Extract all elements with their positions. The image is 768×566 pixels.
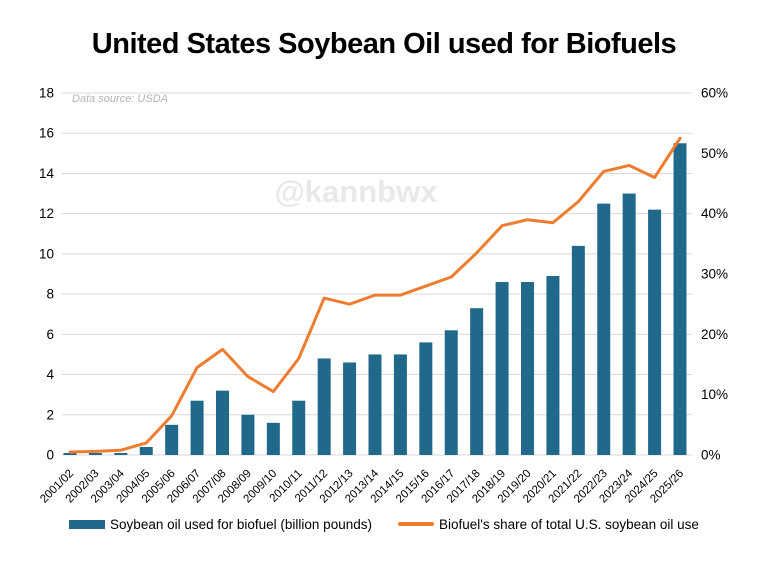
svg-text:0%: 0% (701, 448, 721, 463)
svg-text:2: 2 (46, 407, 54, 422)
bar (190, 400, 204, 455)
bar (521, 282, 534, 455)
bar (597, 203, 611, 455)
svg-text:40%: 40% (701, 206, 728, 221)
bar-series-swatch (69, 519, 106, 529)
line-series (68, 136, 682, 454)
page-title: United States Soybean Oil used for Biofu… (91, 28, 677, 60)
bar (88, 452, 102, 455)
bar-series (63, 143, 687, 456)
left-axis-tick-labels: 0 2 4 6 8 10 12 14 16 18 (39, 86, 55, 463)
bar-series-label: Soybean oil used for biofuel (billion po… (110, 516, 372, 532)
bar (571, 245, 585, 455)
bar (368, 354, 382, 455)
svg-text:4: 4 (46, 367, 54, 382)
svg-text:0: 0 (46, 448, 54, 463)
bar (470, 308, 484, 455)
data-source-note: Data source: USDA (72, 93, 168, 105)
svg-text:60%: 60% (701, 86, 728, 101)
bar (114, 452, 128, 455)
svg-text:16: 16 (39, 126, 54, 141)
bar (165, 424, 179, 455)
bar (343, 362, 357, 455)
bar (673, 143, 687, 455)
bar (622, 193, 636, 456)
bar (495, 282, 509, 455)
svg-text:12: 12 (39, 206, 54, 221)
bar (63, 452, 77, 455)
svg-text:20%: 20% (701, 327, 728, 342)
bar (241, 414, 255, 455)
x-axis-labels: 2001/022002/032003/042004/052005/062006/… (38, 467, 686, 505)
bar (419, 342, 433, 455)
bar (546, 276, 560, 455)
bar (444, 330, 458, 455)
watermark: @kannbwx (274, 174, 438, 209)
bar (266, 422, 280, 455)
line-series-label: Biofuel's share of total U.S. soybean oi… (438, 516, 699, 532)
svg-text:8: 8 (46, 287, 54, 302)
bar (648, 209, 662, 455)
bar (216, 390, 229, 455)
bar (317, 358, 331, 455)
bar (292, 400, 306, 455)
svg-text:50%: 50% (701, 146, 728, 161)
right-axis-tick-labels: 0% 10% 20% 30% 40% 50% 60% (701, 86, 728, 463)
bar (139, 446, 153, 455)
line-series-swatch (397, 522, 434, 526)
svg-text:14: 14 (39, 166, 55, 181)
svg-text:6: 6 (46, 327, 54, 342)
legend-item-bars: Soybean oil used for biofuel (billion po… (69, 517, 372, 532)
svg-text:10%: 10% (701, 387, 728, 402)
bar (393, 354, 407, 455)
legend-item-line: Biofuel's share of total U.S. soybean oi… (397, 516, 699, 532)
svg-text:30%: 30% (701, 267, 728, 282)
svg-text:10: 10 (39, 246, 54, 261)
chart-legend: Soybean oil used for biofuel (billion po… (0, 512, 768, 536)
svg-text:18: 18 (39, 86, 54, 101)
